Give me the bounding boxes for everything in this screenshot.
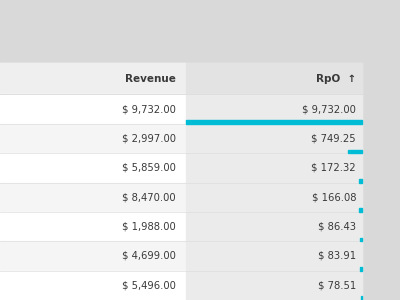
Bar <box>186 124 362 153</box>
Bar <box>186 120 362 124</box>
Bar <box>186 63 362 300</box>
Bar <box>0 63 186 94</box>
Bar <box>348 150 362 153</box>
Bar <box>186 94 362 124</box>
Text: RpO  ↑: RpO ↑ <box>316 74 356 84</box>
Bar <box>0 124 186 153</box>
Text: $ 83.91: $ 83.91 <box>318 251 356 261</box>
Bar <box>186 183 362 212</box>
Text: $ 86.43: $ 86.43 <box>318 222 356 232</box>
Bar <box>360 296 362 300</box>
Text: $ 78.51: $ 78.51 <box>318 280 356 290</box>
Bar <box>359 179 362 183</box>
Bar <box>360 238 362 241</box>
Bar <box>0 212 186 241</box>
Bar <box>186 153 362 183</box>
Bar <box>186 63 362 94</box>
Bar <box>186 212 362 241</box>
Text: $ 172.32: $ 172.32 <box>311 163 356 173</box>
Bar <box>0 183 186 212</box>
Text: $ 2,997.00: $ 2,997.00 <box>122 134 176 143</box>
Bar <box>0 241 186 271</box>
Bar <box>0 94 186 124</box>
Text: $ 749.25: $ 749.25 <box>311 134 356 143</box>
Bar <box>186 271 362 300</box>
Bar <box>0 271 186 300</box>
Text: $ 9,732.00: $ 9,732.00 <box>302 104 356 114</box>
Text: $ 166.08: $ 166.08 <box>312 192 356 202</box>
Text: $ 8,470.00: $ 8,470.00 <box>122 192 176 202</box>
Text: $ 1,988.00: $ 1,988.00 <box>122 222 176 232</box>
Text: Revenue: Revenue <box>125 74 176 84</box>
Bar <box>360 267 362 271</box>
Text: $ 5,859.00: $ 5,859.00 <box>122 163 176 173</box>
Bar <box>0 153 186 183</box>
Bar <box>0 63 186 300</box>
Text: $ 5,496.00: $ 5,496.00 <box>122 280 176 290</box>
Bar <box>359 208 362 212</box>
Text: $ 4,699.00: $ 4,699.00 <box>122 251 176 261</box>
Bar <box>186 241 362 271</box>
Text: $ 9,732.00: $ 9,732.00 <box>122 104 176 114</box>
